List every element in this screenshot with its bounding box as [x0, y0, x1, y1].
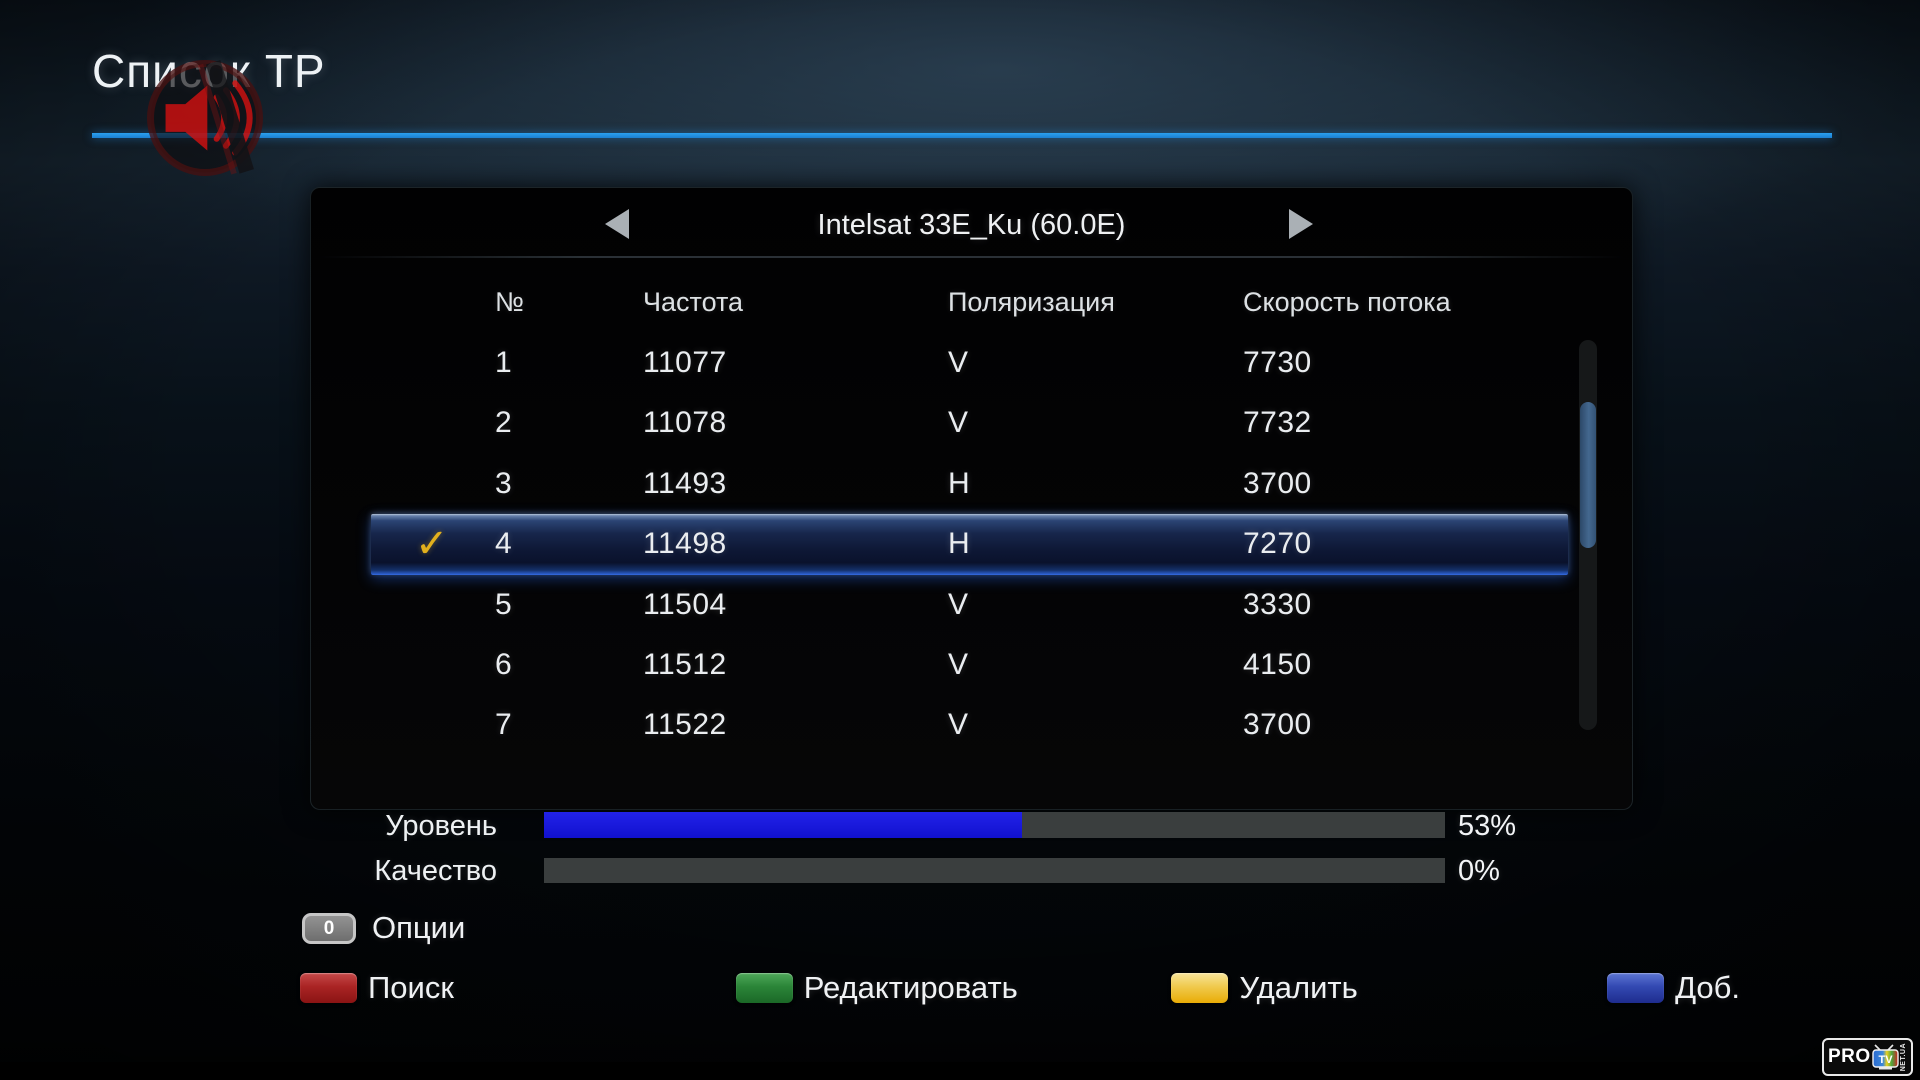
cell-frequency: 11077	[643, 346, 727, 379]
tp-table-header: № Частота Поляризация Скорость потока	[371, 280, 1568, 324]
cell-number: 2	[495, 406, 513, 440]
color-key-label: Поиск	[368, 970, 454, 1005]
cell-polarization: V	[948, 708, 969, 742]
cell-symbolrate: 7270	[1243, 527, 1312, 561]
tp-row[interactable]: 2 11078 V 7732	[371, 393, 1568, 453]
tp-row[interactable]: 3 11493 H 3700	[371, 454, 1568, 514]
tp-row[interactable]: 5 11504 V 3330	[371, 575, 1568, 635]
level-value: 53%	[1458, 810, 1517, 842]
tp-row[interactable]: 6 11512 V 4150	[371, 635, 1568, 695]
selected-check-icon	[415, 393, 459, 453]
cell-frequency: 11512	[643, 647, 727, 681]
red-key-icon	[300, 973, 357, 1003]
tp-row[interactable]: 7 11522 V 3700	[371, 695, 1568, 755]
cell-polarization: H	[948, 466, 971, 500]
column-header-polarization: Поляризация	[948, 287, 1115, 317]
mute-speaker-icon	[147, 60, 263, 176]
cell-number: 6	[495, 647, 513, 681]
cell-polarization: V	[948, 587, 969, 621]
selected-check-icon: ✓	[415, 522, 450, 567]
selected-check-icon	[415, 695, 459, 755]
cell-symbolrate: 7732	[1243, 406, 1312, 440]
cell-symbolrate: 3700	[1243, 708, 1312, 742]
cell-number: 3	[495, 466, 513, 500]
quality-label: Качество	[374, 855, 497, 887]
scrollbar-track[interactable]	[1579, 340, 1597, 730]
cell-number: 4	[495, 527, 513, 561]
cell-frequency: 11498	[643, 527, 727, 561]
options-label: Опции	[372, 910, 466, 945]
level-bar-fill	[544, 812, 1022, 838]
tp-row[interactable]: ✓ 4 11498 H 7270	[371, 514, 1568, 575]
tp-rows: 1 11077 V 7730 2 11078 V 7732 3 11493 H …	[371, 333, 1568, 756]
tp-table: № Частота Поляризация Скорость потока 1 …	[371, 188, 1568, 809]
green-key-icon	[735, 973, 793, 1003]
title-underline	[92, 133, 1832, 138]
protv-logo: PRO TV NET.UA	[1822, 1038, 1913, 1076]
cell-frequency: 11522	[643, 708, 727, 742]
color-key-blue[interactable]: Доб.	[1607, 970, 1741, 1005]
logo-pro-text: PRO	[1828, 1046, 1871, 1067]
yellow-key-icon	[1171, 973, 1229, 1003]
color-key-green[interactable]: Редактировать	[735, 970, 1018, 1005]
color-key-red[interactable]: Поиск	[300, 970, 454, 1005]
column-header-symbolrate: Скорость потока	[1243, 287, 1451, 317]
tv-icon: TV	[1871, 1044, 1899, 1070]
blue-key-icon	[1607, 973, 1665, 1003]
color-key-label: Доб.	[1675, 970, 1741, 1005]
logo-net-text: NET.UA	[1899, 1042, 1907, 1072]
remote-key-0-button[interactable]: 0	[302, 913, 356, 944]
cell-polarization: V	[948, 406, 969, 440]
column-header-number: №	[495, 287, 524, 317]
satellite-name: Intelsat 33E_Ku (60.0E)	[817, 209, 1126, 241]
cell-number: 7	[495, 708, 513, 742]
svg-text:TV: TV	[1878, 1054, 1893, 1066]
color-key-yellow[interactable]: Удалить	[1171, 970, 1358, 1005]
cell-symbolrate: 3330	[1243, 587, 1312, 621]
tp-row[interactable]: 1 11077 V 7730	[371, 333, 1568, 393]
bottom-strip	[0, 1062, 1920, 1080]
cell-frequency: 11078	[643, 406, 727, 440]
cell-polarization: V	[948, 346, 969, 379]
color-key-label: Редактировать	[803, 970, 1018, 1005]
scrollbar-thumb[interactable]	[1580, 402, 1596, 548]
level-bar	[544, 812, 1445, 838]
selected-check-icon	[415, 333, 459, 393]
quality-value: 0%	[1458, 855, 1500, 887]
prev-satellite-button[interactable]	[603, 209, 629, 239]
cell-polarization: V	[948, 647, 969, 681]
satellite-header: Intelsat 33E_Ku (60.0E)	[311, 188, 1632, 258]
level-label: Уровень	[385, 810, 497, 842]
cell-symbolrate: 3700	[1243, 466, 1312, 500]
cell-symbolrate: 4150	[1243, 647, 1312, 681]
selected-check-icon	[415, 575, 459, 635]
cell-frequency: 11504	[643, 587, 727, 621]
color-key-label: Удалить	[1239, 970, 1358, 1005]
column-header-frequency: Частота	[643, 287, 744, 317]
cell-number: 1	[495, 346, 513, 379]
cell-symbolrate: 7730	[1243, 346, 1312, 379]
selected-check-icon	[415, 454, 459, 514]
cell-number: 5	[495, 587, 513, 621]
selected-check-icon	[415, 635, 459, 695]
color-keys: Поиск Редактировать Удалить Доб.	[300, 970, 1820, 1005]
cell-polarization: H	[948, 527, 971, 561]
next-satellite-button[interactable]	[1289, 209, 1315, 239]
transponder-panel: Intelsat 33E_Ku (60.0E) № Частота Поляри…	[310, 187, 1633, 810]
quality-bar	[544, 858, 1445, 883]
cell-frequency: 11493	[643, 466, 727, 500]
